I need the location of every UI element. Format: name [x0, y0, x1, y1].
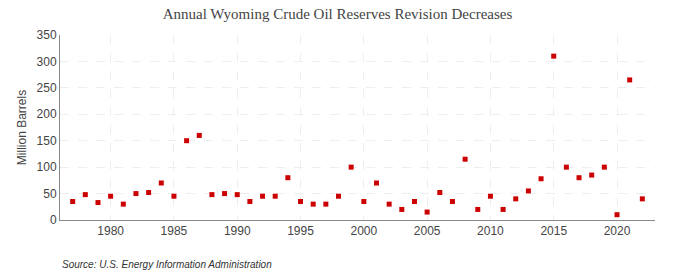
svg-text:150: 150: [37, 134, 57, 148]
svg-text:2020: 2020: [604, 224, 631, 238]
svg-text:Source: U.S. Energy Informatio: Source: U.S. Energy Information Administ…: [62, 259, 272, 270]
svg-text:2000: 2000: [350, 224, 377, 238]
svg-text:1985: 1985: [161, 224, 188, 238]
svg-text:250: 250: [37, 81, 57, 95]
svg-text:2010: 2010: [477, 224, 504, 238]
svg-text:1995: 1995: [287, 224, 314, 238]
svg-text:350: 350: [37, 28, 57, 42]
svg-text:0: 0: [50, 213, 57, 227]
svg-text:100: 100: [37, 160, 57, 174]
svg-text:200: 200: [37, 107, 57, 121]
svg-text:1980: 1980: [97, 224, 124, 238]
svg-text:Million Barrels: Million Barrels: [15, 90, 29, 165]
svg-text:2005: 2005: [414, 224, 441, 238]
svg-text:300: 300: [37, 55, 57, 69]
svg-text:Annual Wyoming Crude Oil Reser: Annual Wyoming Crude Oil Reserves Revisi…: [163, 6, 513, 22]
svg-text:2015: 2015: [540, 224, 567, 238]
svg-text:50: 50: [43, 187, 57, 201]
svg-text:1990: 1990: [224, 224, 251, 238]
